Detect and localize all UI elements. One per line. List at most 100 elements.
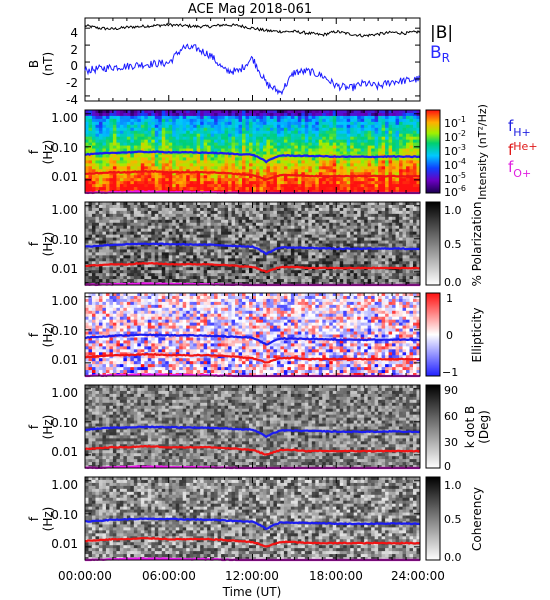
heatmap-cell [165, 279, 170, 283]
heatmap-cell [189, 118, 194, 123]
heatmap-cell [322, 282, 327, 286]
heatmap-cell [126, 112, 131, 117]
heatmap-cell [210, 267, 215, 271]
heatmap-cell [123, 249, 128, 253]
heatmap-cell [322, 148, 327, 152]
heatmap-cell [318, 118, 323, 123]
heatmap-cell [255, 130, 260, 135]
heatmap-cell [350, 160, 355, 164]
heatmap-cell [245, 210, 250, 215]
heatmap-cell [235, 154, 239, 158]
heatmap-cell [318, 264, 323, 268]
heatmap-cell [262, 145, 267, 149]
heatmap-cell [357, 136, 362, 141]
heatmap-cell [235, 181, 239, 185]
heatmap-cell [189, 246, 194, 250]
heatmap-cell [343, 118, 348, 123]
heatmap-cell [311, 264, 316, 268]
heatmap-cell [336, 178, 341, 182]
heatmap-cell [221, 246, 225, 250]
heatmap-cell [85, 139, 89, 143]
heatmap-cell [259, 237, 264, 241]
heatmap-cell [179, 222, 184, 227]
heatmap-cell [297, 213, 302, 218]
heatmap-cell [409, 151, 414, 155]
heatmap-cell [147, 258, 152, 262]
heatmap-cell [388, 142, 393, 146]
heatmap-cell [315, 279, 320, 283]
heatmap-cell [249, 231, 253, 235]
heatmap-cell [266, 110, 271, 114]
heatmap-cell [255, 273, 260, 277]
heatmap-cell [294, 243, 299, 247]
heatmap-cell [360, 139, 365, 143]
heatmap-cell [245, 270, 250, 274]
heatmap-cell [255, 231, 260, 235]
heatmap-cell [388, 163, 393, 167]
heatmap-cell [179, 234, 184, 238]
heatmap-cell [207, 225, 212, 230]
heatmap-cell [311, 270, 316, 274]
heatmap-cell [235, 202, 239, 206]
heatmap-cell [364, 169, 369, 173]
heatmap-cell [144, 151, 149, 155]
heatmap-cell [235, 124, 239, 129]
heatmap-cell [140, 187, 145, 191]
heatmap-cell [301, 204, 306, 209]
heatmap-cell [350, 121, 355, 126]
heatmap-cell [165, 166, 170, 170]
heatmap-cell [301, 202, 306, 206]
heatmap-cell [304, 213, 309, 218]
heatmap-cell [346, 133, 351, 138]
heatmap-cell [126, 225, 131, 230]
heatmap-cell [322, 181, 327, 185]
heatmap-cell [123, 157, 128, 161]
heatmap-cell [343, 142, 348, 146]
heatmap-cell [287, 184, 292, 188]
heatmap-cell [262, 175, 267, 179]
heatmap-cell [217, 207, 222, 212]
heatmap-cell [217, 124, 222, 129]
heatmap-cell [336, 207, 341, 212]
heatmap-cell [175, 160, 180, 164]
heatmap-cell [200, 127, 205, 132]
heatmap-cell [238, 139, 243, 143]
heatmap-cell [378, 190, 383, 194]
heatmap-cell [276, 145, 281, 149]
heatmap-cell [242, 240, 246, 244]
heatmap-cell [402, 163, 407, 167]
heatmap-cell [388, 184, 393, 188]
heatmap-cell [207, 273, 212, 277]
heatmap-cell [262, 273, 267, 277]
heatmap-cell [123, 246, 128, 250]
heatmap-cell [158, 130, 163, 135]
heatmap-cell [193, 228, 198, 233]
heatmap-cell [168, 246, 173, 250]
heatmap-cell [238, 222, 243, 227]
heatmap-cell [304, 139, 309, 143]
heatmap-cell [210, 258, 215, 262]
heatmap-cell [245, 202, 250, 206]
heatmap-cell [413, 110, 417, 114]
heatmap-cell [123, 279, 128, 283]
heatmap-cell [311, 142, 316, 146]
heatmap-cell [140, 207, 145, 212]
heatmap-cell [147, 228, 152, 233]
heatmap-cell [350, 127, 355, 132]
heatmap-cell [304, 207, 309, 212]
heatmap-cell [339, 264, 344, 268]
heatmap-cell [346, 184, 351, 188]
heatmap-cell [207, 157, 212, 161]
heatmap-cell [413, 112, 417, 117]
heatmap-cell [147, 246, 152, 250]
heatmap-cell [259, 264, 264, 268]
heatmap-cell [357, 133, 362, 138]
heatmap-cell [168, 267, 173, 271]
heatmap-cell [353, 169, 358, 173]
heatmap-cell [130, 270, 135, 274]
heatmap-cell [221, 276, 225, 280]
heatmap-cell [308, 276, 313, 280]
heatmap-cell [269, 246, 274, 250]
heatmap-cell [105, 127, 110, 132]
heatmap-cell [228, 142, 232, 146]
